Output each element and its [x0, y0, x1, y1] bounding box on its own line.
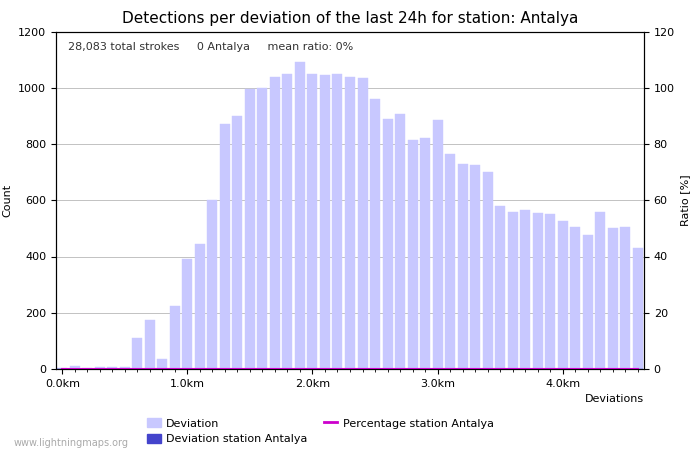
Bar [595, 212, 606, 369]
Bar [433, 120, 442, 369]
Text: 28,083 total strokes     0 Antalya     mean ratio: 0%: 28,083 total strokes 0 Antalya mean rati… [68, 42, 353, 52]
Bar [94, 367, 105, 369]
Y-axis label: Ratio [%]: Ratio [%] [680, 175, 690, 226]
Bar [70, 366, 80, 369]
Bar [258, 88, 267, 369]
Bar [533, 213, 542, 369]
Bar [558, 221, 568, 369]
Title: Detections per deviation of the last 24h for station: Antalya: Detections per deviation of the last 24h… [122, 11, 578, 26]
Y-axis label: Count: Count [3, 184, 13, 217]
Bar [120, 367, 130, 369]
Bar [282, 74, 293, 369]
Bar [395, 114, 405, 369]
Bar [295, 63, 305, 369]
Bar [458, 164, 468, 369]
Bar [345, 76, 355, 369]
Bar [170, 306, 180, 369]
Bar [545, 214, 555, 369]
Bar [482, 172, 493, 369]
Bar [183, 259, 193, 369]
Bar [132, 338, 142, 369]
Bar [582, 235, 593, 369]
Bar [332, 74, 342, 369]
Bar [107, 367, 118, 369]
Text: www.lightningmaps.org: www.lightningmaps.org [14, 438, 129, 448]
Bar [358, 78, 368, 369]
Bar [195, 244, 205, 369]
Bar [207, 200, 218, 369]
Bar [520, 210, 530, 369]
Bar [83, 368, 92, 369]
Bar [445, 154, 455, 369]
Bar [270, 76, 280, 369]
X-axis label: Deviations: Deviations [585, 394, 644, 404]
Bar [420, 139, 430, 369]
Bar [57, 368, 67, 369]
Bar [307, 74, 318, 369]
Bar [570, 227, 580, 369]
Bar [508, 212, 517, 369]
Bar [320, 75, 330, 369]
Bar [145, 320, 155, 369]
Bar [245, 89, 255, 369]
Bar [220, 124, 230, 369]
Bar [608, 228, 617, 369]
Bar [232, 116, 242, 369]
Bar [158, 359, 167, 369]
Legend: Deviation, Deviation station Antalya, Percentage station Antalya: Deviation, Deviation station Antalya, Pe… [147, 418, 494, 444]
Bar [407, 140, 418, 369]
Bar [470, 165, 480, 369]
Bar [382, 119, 393, 369]
Bar [620, 227, 630, 369]
Bar [495, 206, 505, 369]
Bar [633, 248, 643, 369]
Bar [370, 99, 380, 369]
